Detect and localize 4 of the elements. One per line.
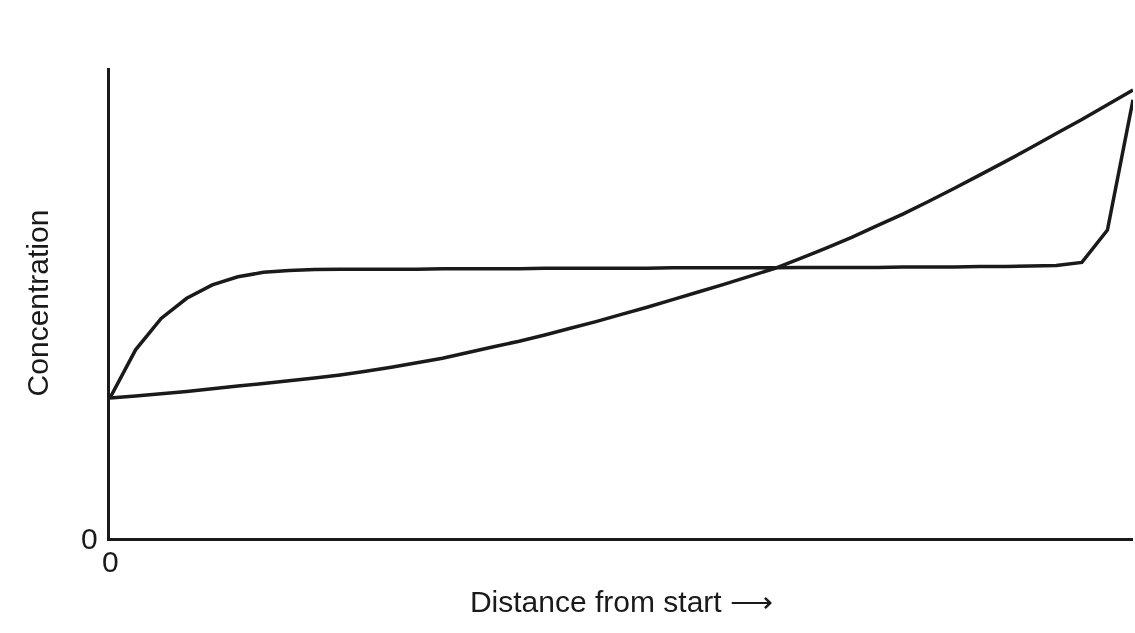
x-axis-title: Distance from start ⟶ <box>469 584 774 618</box>
text: 0 <box>81 522 98 555</box>
y-axis-title: Concentration <box>21 209 54 397</box>
text: 0 <box>102 545 119 578</box>
